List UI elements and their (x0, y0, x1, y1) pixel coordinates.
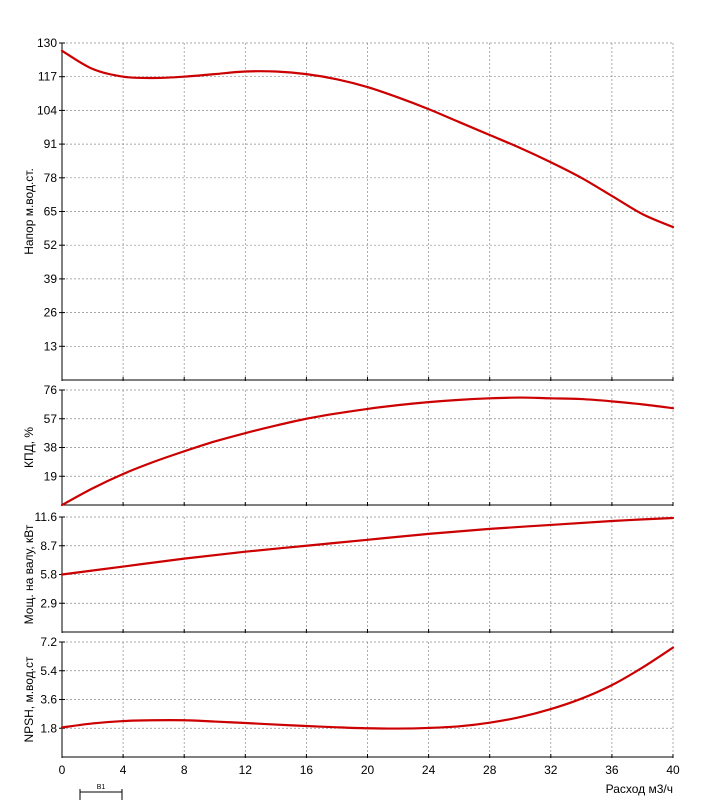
y-tick-label: 117 (38, 70, 57, 84)
y-tick-label: 57 (44, 412, 58, 426)
x-tick-label: 24 (422, 763, 436, 777)
y-tick-label: 130 (37, 36, 57, 50)
y-tick-label: 38 (44, 441, 58, 455)
y-axis-label: NPSH, м.вод.ст (22, 656, 36, 743)
y-tick-label: 76 (44, 383, 58, 397)
y-tick-label: 91 (44, 137, 58, 151)
y-tick-label: 8.7 (40, 539, 57, 553)
y-tick-label: 11.6 (35, 510, 58, 524)
y-tick-label: 65 (44, 205, 58, 219)
x-tick-label: 12 (239, 763, 253, 777)
y-tick-label: 3.6 (40, 693, 57, 707)
x-tick-label: 36 (605, 763, 619, 777)
series-line (60, 396, 675, 507)
y-tick-label: 7.2 (40, 635, 57, 649)
x-tick-label: 28 (483, 763, 497, 777)
y-tick-label: 26 (44, 306, 58, 320)
x-tick-label: 0 (59, 763, 66, 777)
panel-1: 13 26 39 52 65 78 91 104 117 130 Напор м.вод.ст. (22, 36, 675, 381)
x-tick-label: 32 (544, 763, 558, 777)
y-tick-label: 2.9 (40, 596, 57, 610)
y-axis-label: Напор м.вод.ст. (22, 168, 36, 255)
y-axis-label: Мощ. на валу, кВт (22, 524, 36, 624)
y-tick-label: 78 (44, 171, 58, 185)
y-tick-label: 13 (44, 339, 58, 353)
footer-marker-label: B1 (97, 784, 106, 791)
series-line (60, 49, 675, 229)
chart-panels: 13 26 39 52 65 78 91 104 117 130 Напор м.вод.ст. 19… (22, 36, 680, 796)
series-line (60, 516, 675, 576)
x-axis-label: Расход м3/ч (606, 782, 673, 796)
panel-2: 19 38 57 76 КПД, % (22, 383, 675, 507)
x-tick-label: 8 (181, 763, 188, 777)
series-line (60, 646, 675, 730)
y-tick-label: 5.8 (40, 568, 57, 582)
x-tick-label: 4 (120, 763, 127, 777)
x-tick-label: 20 (361, 763, 375, 777)
y-tick-label: 1.8 (40, 721, 57, 735)
y-tick-label: 104 (37, 103, 57, 117)
y-tick-label: 19 (44, 469, 58, 483)
y-tick-label: 39 (44, 272, 58, 286)
footer-marker: B1 (79, 784, 123, 800)
y-tick-label: 5.4 (40, 664, 57, 678)
y-axis-label: КПД, % (22, 427, 36, 468)
y-tick-label: 52 (44, 238, 58, 252)
panel-4: 1.8 3.6 5.4 7.2 NPSH, м.вод.ст 0 4 8 12 16 20 24 28 3… (22, 635, 680, 796)
x-tick-label: 16 (300, 763, 314, 777)
x-tick-label: 40 (666, 763, 680, 777)
